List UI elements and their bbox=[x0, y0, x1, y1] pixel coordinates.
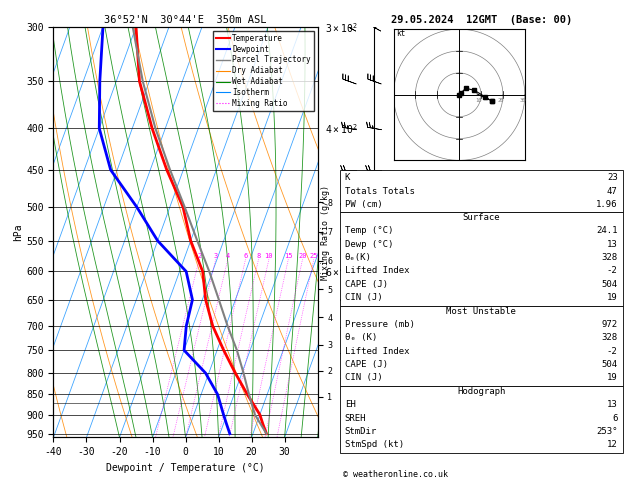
Text: 19: 19 bbox=[607, 373, 618, 382]
Text: Hodograph: Hodograph bbox=[457, 387, 505, 396]
Text: CIN (J): CIN (J) bbox=[345, 293, 382, 302]
Text: Lifted Index: Lifted Index bbox=[345, 347, 409, 356]
Text: Most Unstable: Most Unstable bbox=[446, 307, 516, 316]
Text: K: K bbox=[345, 173, 350, 182]
Text: 13: 13 bbox=[607, 240, 618, 248]
Text: 972: 972 bbox=[601, 320, 618, 329]
Text: 6: 6 bbox=[612, 414, 618, 422]
Text: EH: EH bbox=[345, 400, 355, 409]
Text: 13: 13 bbox=[607, 400, 618, 409]
X-axis label: Dewpoint / Temperature (°C): Dewpoint / Temperature (°C) bbox=[106, 463, 265, 473]
Text: 504: 504 bbox=[601, 360, 618, 369]
Text: SREH: SREH bbox=[345, 414, 366, 422]
Text: 15: 15 bbox=[284, 254, 292, 260]
Text: StmDir: StmDir bbox=[345, 427, 377, 436]
Text: CIN (J): CIN (J) bbox=[345, 373, 382, 382]
Text: θₑ(K): θₑ(K) bbox=[345, 253, 372, 262]
Text: -2: -2 bbox=[607, 347, 618, 356]
Text: Pressure (mb): Pressure (mb) bbox=[345, 320, 415, 329]
Text: 12: 12 bbox=[607, 440, 618, 449]
Text: 20: 20 bbox=[498, 99, 504, 104]
Text: -2: -2 bbox=[607, 266, 618, 275]
Text: 2: 2 bbox=[197, 254, 201, 260]
Text: 8: 8 bbox=[257, 254, 260, 260]
Text: Dewp (°C): Dewp (°C) bbox=[345, 240, 393, 248]
Text: 47: 47 bbox=[607, 187, 618, 196]
Text: 3: 3 bbox=[214, 254, 218, 260]
Text: 4: 4 bbox=[226, 254, 230, 260]
Text: θₑ (K): θₑ (K) bbox=[345, 333, 377, 342]
Text: 24.1: 24.1 bbox=[596, 226, 618, 235]
Text: 19: 19 bbox=[607, 293, 618, 302]
Text: LCL: LCL bbox=[357, 399, 371, 408]
Text: 29.05.2024  12GMT  (Base: 00): 29.05.2024 12GMT (Base: 00) bbox=[391, 15, 572, 25]
Text: StmSpd (kt): StmSpd (kt) bbox=[345, 440, 404, 449]
Legend: Temperature, Dewpoint, Parcel Trajectory, Dry Adiabat, Wet Adiabat, Isotherm, Mi: Temperature, Dewpoint, Parcel Trajectory… bbox=[213, 31, 314, 111]
Text: 253°: 253° bbox=[596, 427, 618, 436]
Text: 328: 328 bbox=[601, 333, 618, 342]
Text: 328: 328 bbox=[601, 253, 618, 262]
Title: 36°52'N  30°44'E  350m ASL: 36°52'N 30°44'E 350m ASL bbox=[104, 15, 267, 25]
Text: 1.96: 1.96 bbox=[596, 200, 618, 209]
Text: Surface: Surface bbox=[462, 213, 500, 222]
Text: Mixing Ratio (g/kg): Mixing Ratio (g/kg) bbox=[321, 185, 330, 279]
Text: 10: 10 bbox=[476, 99, 482, 104]
Text: CAPE (J): CAPE (J) bbox=[345, 279, 387, 289]
Y-axis label: hPa: hPa bbox=[13, 223, 23, 241]
Text: 6: 6 bbox=[243, 254, 248, 260]
Text: 504: 504 bbox=[601, 279, 618, 289]
Text: 10: 10 bbox=[265, 254, 273, 260]
Text: Temp (°C): Temp (°C) bbox=[345, 226, 393, 235]
Y-axis label: km
ASL: km ASL bbox=[376, 213, 391, 232]
Text: 30: 30 bbox=[520, 99, 526, 104]
Text: Totals Totals: Totals Totals bbox=[345, 187, 415, 196]
Text: Lifted Index: Lifted Index bbox=[345, 266, 409, 275]
Text: © weatheronline.co.uk: © weatheronline.co.uk bbox=[343, 470, 448, 479]
Text: kt: kt bbox=[396, 29, 405, 38]
Text: PW (cm): PW (cm) bbox=[345, 200, 382, 209]
Text: 20: 20 bbox=[298, 254, 307, 260]
Text: CAPE (J): CAPE (J) bbox=[345, 360, 387, 369]
Text: 25: 25 bbox=[309, 254, 318, 260]
Text: 23: 23 bbox=[607, 173, 618, 182]
